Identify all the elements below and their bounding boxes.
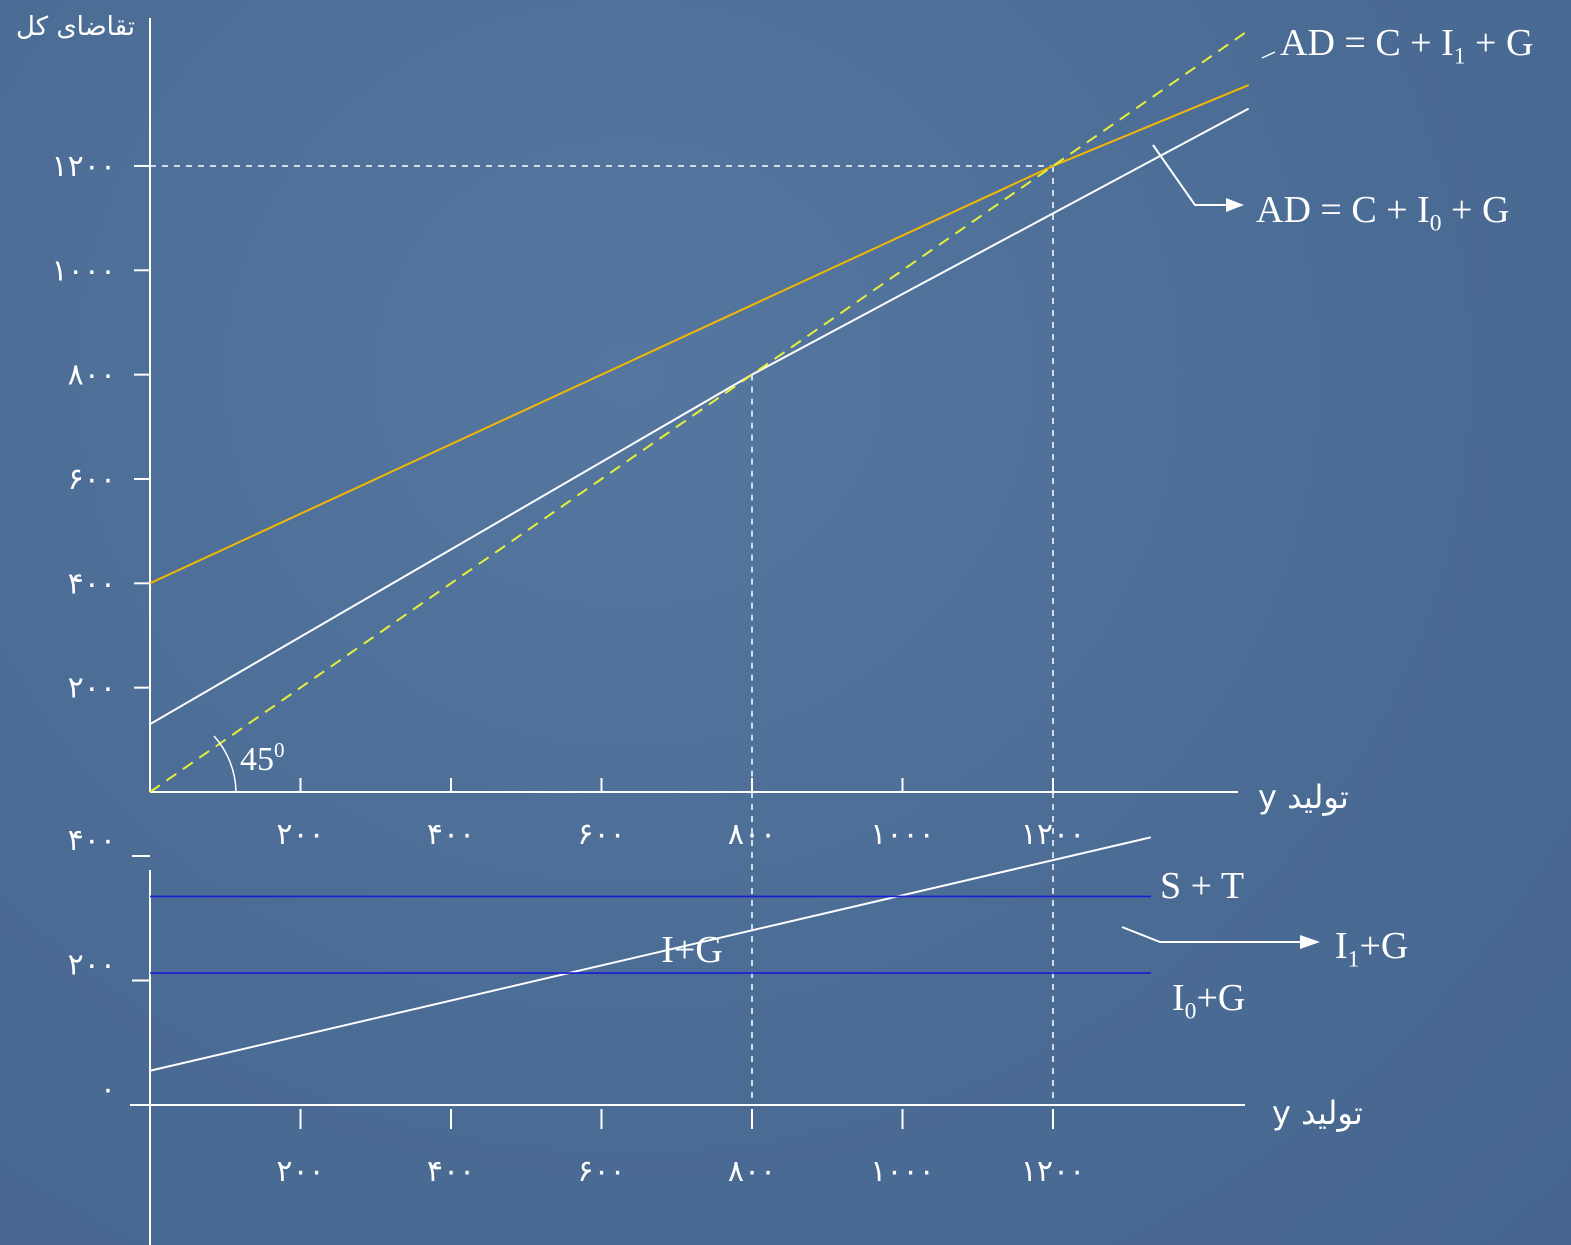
top-x-tick-label: ۴۰۰	[427, 817, 475, 852]
saving-tax-line	[149, 836, 1152, 1072]
top-x-axis-title: y تولید	[1258, 778, 1349, 816]
angle-arc	[213, 735, 237, 793]
ad1-pointer	[1261, 51, 1276, 59]
bottom-x-tick-label: ۱۲۰۰	[1021, 1154, 1085, 1189]
bottom-y-tick-label: ۲۰۰	[68, 948, 116, 983]
i1-g-label: I1+G	[1335, 925, 1408, 972]
ad0-label: AD = C + I0 + G	[1256, 189, 1509, 236]
top-x-tick-label: ۱۰۰۰	[870, 817, 934, 852]
saving-tax-label: S + T	[1160, 865, 1244, 907]
bottom-x-tick-label: ۲۰۰	[276, 1154, 324, 1189]
top-y-tick-label: ۱۲۰۰	[52, 149, 116, 184]
bottom-x-tick-label: ۸۰۰	[728, 1154, 776, 1189]
bottom-y-tick-label: ۴۰۰	[68, 823, 116, 858]
top-x-tick-label: ۸۰۰	[728, 817, 776, 852]
i1-g-arrow-shaft	[1121, 926, 1300, 943]
bottom-x-tick-label: ۱۰۰۰	[870, 1154, 934, 1189]
ad1-label: AD = C + I1 + G	[1280, 22, 1533, 69]
ad0-line	[149, 107, 1250, 726]
top-x-tick-label: ۱۲۰۰	[1021, 817, 1085, 852]
i1-g-arrowhead	[1300, 935, 1320, 949]
i0-g-label: I0+G	[1172, 977, 1245, 1024]
bottom-chart: ۲۰۰ ۴۰۰ ۶۰۰ ۸۰۰ ۱۰۰۰ ۱۲۰۰ ۰ ۲۰۰ ۴۰۰ S + T I1+G I0+G…	[68, 792, 1408, 1245]
bottom-x-tick-label: ۶۰۰	[577, 1154, 625, 1189]
top-x-tick-label: ۲۰۰	[276, 817, 324, 852]
top-y-tick-label: ۸۰۰	[68, 358, 116, 393]
ad0-arrowhead	[1226, 198, 1244, 212]
top-y-tick-label: ۲۰۰	[68, 671, 116, 706]
top-x-tick-label: ۶۰۰	[577, 817, 625, 852]
top-y-tick-label: ۶۰۰	[68, 462, 116, 497]
top-chart: ۲۰۰ ۴۰۰ ۶۰۰ ۸۰۰ ۱۰۰۰ ۱۲۰۰ ۲۰۰ ۴۰۰ ۶۰۰ ۸۰۰ ۱۰۰۰ ۱۲۰۰…	[16, 12, 1533, 852]
bottom-y-tick-label: ۰	[100, 1072, 116, 1107]
bottom-x-tick-label: ۴۰۰	[427, 1154, 475, 1189]
ad1-line	[149, 84, 1250, 585]
angle-45-label: 450	[240, 738, 285, 778]
top-y-tick-label: ۴۰۰	[68, 566, 116, 601]
i-g-label: I+G	[661, 929, 723, 971]
diagonal-45-line	[149, 29, 1250, 793]
bottom-x-axis-title: y تولید	[1272, 1094, 1363, 1132]
top-y-tick-label: ۱۰۰۰	[52, 253, 116, 288]
ad0-arrow-shaft	[1152, 144, 1230, 206]
top-y-axis-title: تقاضای کل	[16, 12, 135, 42]
